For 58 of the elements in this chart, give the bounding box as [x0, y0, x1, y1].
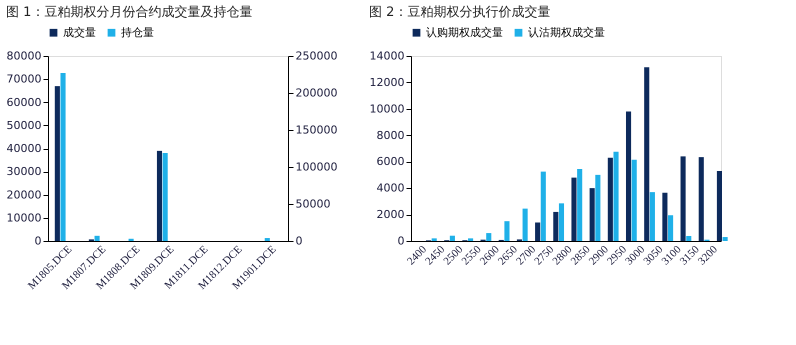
- y-tick-label: 60000: [6, 96, 42, 109]
- y-tick-label: 8000: [376, 128, 404, 142]
- y-tick-label: 70000: [6, 72, 42, 86]
- bar: [504, 221, 510, 241]
- bar: [522, 208, 528, 241]
- y-tick-label: 0: [34, 234, 42, 248]
- bar: [644, 67, 650, 241]
- y-tick-label: 6000: [376, 155, 404, 168]
- bar: [94, 236, 100, 241]
- bar: [486, 233, 492, 241]
- bar: [650, 192, 655, 241]
- bar: [680, 156, 686, 241]
- y-tick-label: 10000: [6, 211, 42, 224]
- bar: [553, 212, 558, 241]
- bar: [698, 157, 704, 241]
- y-tick-label: 40000: [6, 142, 42, 155]
- y-tick-label: 50000: [6, 118, 42, 132]
- y-tick-label: 10000: [370, 102, 404, 116]
- bar: [608, 158, 613, 241]
- y-tick-label: 14000: [370, 50, 404, 62]
- legend-label: 认购期权成交量: [426, 26, 503, 39]
- bar: [535, 222, 540, 241]
- chart-title: 图 1：豆粕期权分月份合约成交量及持仓量: [6, 4, 252, 20]
- bar: [558, 203, 564, 241]
- bar: [662, 192, 668, 241]
- y2-tick-label: 150000: [296, 124, 338, 136]
- bar: [613, 152, 619, 241]
- y-tick-label: 4000: [376, 182, 404, 195]
- bar: [595, 174, 600, 241]
- chart-title: 图 2：豆粕期权分执行价成交量: [369, 4, 550, 20]
- legend-label: 认沽期权成交量: [528, 26, 605, 39]
- y2-tick-label: 250000: [296, 50, 338, 62]
- y2-tick-label: 50000: [296, 198, 330, 210]
- bar: [577, 168, 582, 241]
- y-tick-label: 20000: [6, 188, 42, 202]
- bar: [590, 188, 595, 241]
- bar: [468, 238, 474, 241]
- bar: [264, 238, 270, 241]
- bar: [540, 172, 546, 241]
- y2-tick-label: 200000: [296, 86, 338, 100]
- y-tick-label: 30000: [6, 165, 42, 178]
- bar: [686, 236, 692, 241]
- bar: [450, 236, 455, 241]
- y-tick-label: 0: [398, 234, 404, 248]
- legend-label: 持仓量: [121, 26, 154, 39]
- bar: [632, 160, 637, 241]
- y-tick-label: 2000: [376, 208, 404, 222]
- bar: [668, 215, 674, 241]
- bar: [716, 170, 722, 241]
- y-tick-label: 80000: [6, 50, 42, 62]
- bar: [571, 178, 577, 241]
- bar: [722, 237, 728, 241]
- bar: [432, 238, 437, 241]
- y-tick-label: 12000: [370, 76, 404, 89]
- y2-tick-label: 100000: [296, 160, 338, 174]
- bar: [626, 112, 632, 241]
- legend-label: 成交量: [63, 26, 96, 39]
- y2-tick-label: 0: [296, 234, 302, 248]
